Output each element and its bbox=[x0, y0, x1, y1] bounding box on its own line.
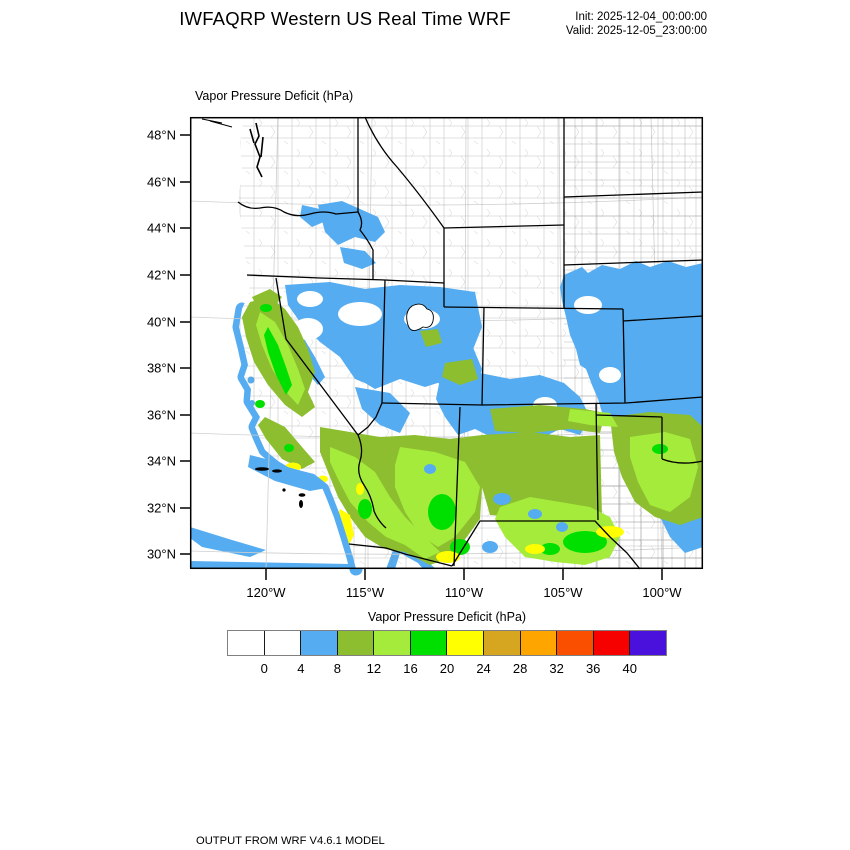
colorbar-tick-label: 4 bbox=[297, 661, 305, 676]
lon-tick-label: 120°W bbox=[246, 585, 286, 600]
colorbar-tick-label: 0 bbox=[260, 661, 268, 676]
colorbar-cell bbox=[409, 631, 447, 655]
lat-tick-label: 36°N bbox=[147, 408, 176, 423]
lat-tick-label: 38°N bbox=[147, 361, 176, 376]
init-timestamp: Init: 2025-12-04_00:00:00 bbox=[575, 11, 707, 23]
colorbar-cell bbox=[446, 631, 484, 655]
lon-tick-label: 100°W bbox=[642, 585, 682, 600]
colorbar-tick-label: 16 bbox=[403, 661, 418, 676]
state-borders bbox=[237, 116, 704, 570]
colorbar-tick-label: 12 bbox=[366, 661, 382, 676]
channel-islands bbox=[255, 467, 306, 508]
colorbar-cell bbox=[519, 631, 557, 655]
colorbar-cell bbox=[483, 631, 520, 655]
colorbar-cell bbox=[300, 631, 337, 655]
puget-sound bbox=[249, 122, 264, 178]
colorbar-tick-label: 36 bbox=[585, 661, 601, 676]
footer-info: OUTPUT FROM WRF V4.6.1 MODEL WE = 310 ; … bbox=[196, 808, 636, 850]
map-canvas bbox=[189, 116, 704, 576]
lon-tick-label: 110°W bbox=[445, 585, 484, 600]
colorbar-cell bbox=[629, 631, 666, 655]
page-title: IWFAQRP Western US Real Time WRF bbox=[179, 8, 511, 29]
colorbar-title: Vapor Pressure Deficit (hPa) bbox=[367, 610, 527, 624]
wrf-map: Vapor Pressure Deficit (hPa) 48°N 46°N 44°… bbox=[147, 89, 704, 600]
lat-tick-label: 40°N bbox=[147, 315, 176, 330]
lat-tick-label: 42°N bbox=[147, 268, 176, 283]
lat-tick-label: 32°N bbox=[147, 501, 176, 516]
lat-tick-label: 48°N bbox=[147, 128, 176, 143]
lat-tick-label: 30°N bbox=[147, 547, 176, 562]
run-info: Init: 2025-12-04_00:00:00 Valid: 2025-12… bbox=[515, 10, 707, 38]
colorbar-cell bbox=[373, 631, 410, 655]
colorbar-tick-label: 32 bbox=[549, 661, 564, 676]
colorbar-cell bbox=[228, 631, 264, 655]
lon-tick-label: 115°W bbox=[346, 585, 385, 600]
colorbar-labels: 0 4 8 12 16 20 24 28 32 36 40 bbox=[246, 661, 648, 676]
lat-tick-label: 34°N bbox=[147, 454, 176, 469]
colorbar-tick-label: 40 bbox=[622, 661, 637, 676]
colorbar-cell bbox=[556, 631, 593, 655]
coast-details bbox=[201, 118, 434, 508]
colorbar-tick-label: 24 bbox=[476, 661, 491, 676]
map-frame bbox=[189, 116, 704, 570]
latitude-axis: 48°N 46°N 44°N 42°N 40°N 38°N 36°N 34°N 32°N 30°N bbox=[147, 128, 190, 562]
colorbar-tick-label: 28 bbox=[512, 661, 528, 676]
lat-tick-label: 44°N bbox=[147, 221, 176, 236]
model-version-line: OUTPUT FROM WRF V4.6.1 MODEL bbox=[196, 835, 385, 847]
colorbar-tick-label: 8 bbox=[333, 661, 341, 676]
colorbar-cell bbox=[263, 631, 301, 655]
lat-tick-label: 46°N bbox=[147, 175, 176, 190]
colorbar-tick-label: 20 bbox=[439, 661, 455, 676]
great-salt-lake bbox=[406, 303, 434, 331]
lon-tick-label: 105°W bbox=[543, 585, 583, 600]
map-title: Vapor Pressure Deficit (hPa) bbox=[195, 89, 353, 103]
vpd-field bbox=[242, 201, 703, 565]
colorbar-cell bbox=[336, 631, 374, 655]
colorbar-cell bbox=[592, 631, 630, 655]
colorbar bbox=[227, 630, 667, 656]
longitude-axis: 120°W 115°W 110°W 105°W 100°W bbox=[246, 569, 682, 600]
valid-timestamp: Valid: 2025-12-05_23:00:00 bbox=[565, 25, 707, 37]
